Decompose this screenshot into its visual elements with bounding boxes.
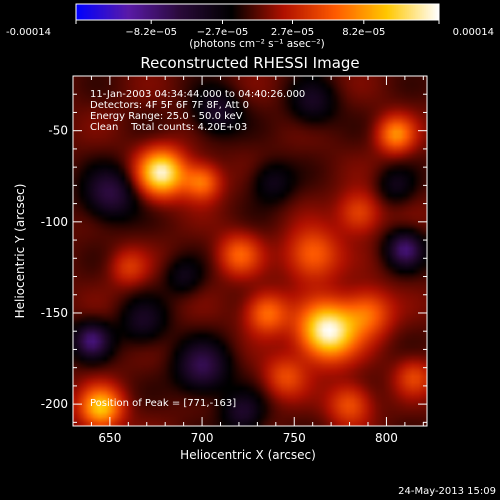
colorbar-tick-label: 0.00014 xyxy=(453,27,494,38)
annotation-detectors: Detectors: 4F 5F 6F 7F 8F, Att 0 xyxy=(90,100,249,111)
x-axis-label: Heliocentric X (arcsec) xyxy=(180,448,316,462)
colorbar-units: (photons cm⁻² s⁻¹ asec⁻²) xyxy=(189,38,324,50)
footer-date: 24-May-2013 15:09 xyxy=(398,486,496,497)
x-tick-label: 750 xyxy=(283,431,306,445)
colorbar-tick-label: -0.00014 xyxy=(6,27,51,38)
x-tick-label: 800 xyxy=(375,431,398,445)
y-tick-label: -50 xyxy=(48,124,68,138)
annotation-time: 11-Jan-2003 04:34:44.000 to 04:40:26.000 xyxy=(90,89,305,100)
y-tick-label: -100 xyxy=(41,215,68,229)
y-tick-label: -200 xyxy=(41,397,68,411)
y-axis-label: Heliocentric Y (arcsec) xyxy=(13,184,27,319)
plot-frame xyxy=(72,75,428,427)
annotation-peak: Position of Peak = [771,-163] xyxy=(90,398,236,409)
chart-title: Reconstructed RHESSI Image xyxy=(140,54,359,72)
axis-ticks: 650 700 750 800 -50 -100 -150 -200 xyxy=(41,76,427,445)
colorbar-ticks: -0.00014 −8.2e−05 −2.7e−05 2.7e−05 8.2e−05 0.… xyxy=(6,20,494,38)
y-tick-label: -150 xyxy=(41,306,68,320)
colorbar-frame xyxy=(75,3,440,21)
colorbar-tick-label: 2.7e−05 xyxy=(271,27,314,38)
annotation-clean: Clean Total counts: 4.20E+03 xyxy=(90,122,247,133)
colorbar-tick-label: 8.2e−05 xyxy=(342,27,385,38)
colorbar-gradient xyxy=(76,4,439,20)
annotation-energy: Energy Range: 25.0 - 50.0 keV xyxy=(90,111,243,122)
colorbar-tick-label: −2.7e−05 xyxy=(197,27,249,38)
heatmap-image xyxy=(73,76,427,426)
x-tick-label: 700 xyxy=(191,431,214,445)
x-tick-label: 650 xyxy=(98,431,121,445)
colorbar-tick-label: −8.2e−05 xyxy=(125,27,177,38)
